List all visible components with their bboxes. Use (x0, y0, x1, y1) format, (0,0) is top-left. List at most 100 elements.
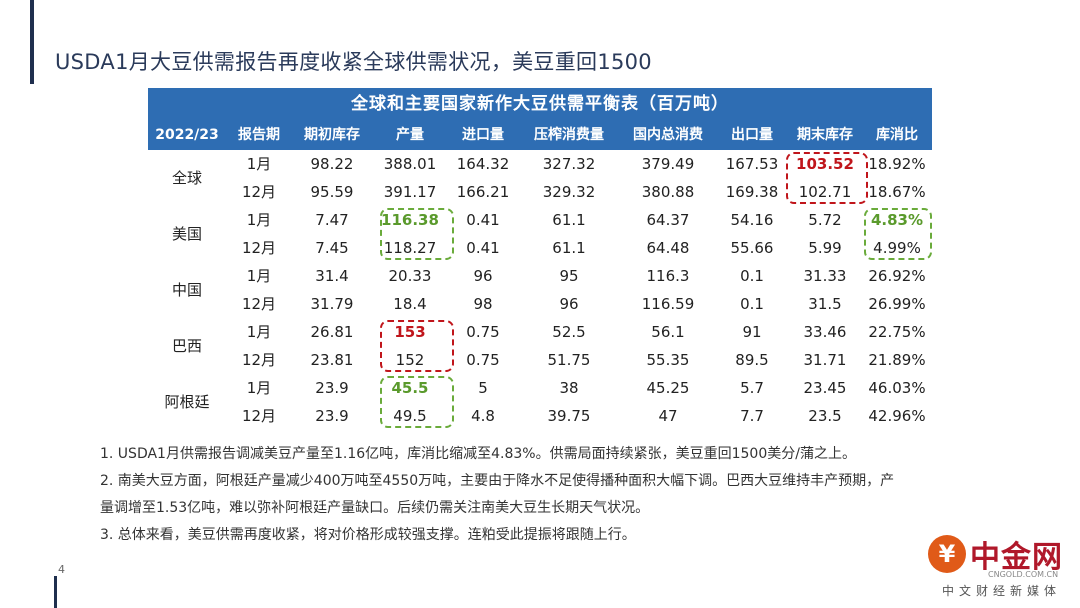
highlight-box-argentina-production (380, 376, 454, 428)
table-row: 12月 23.81 152 0.75 51.75 55.35 89.5 31.7… (148, 346, 932, 374)
cell-imports: 0.41 (466, 211, 500, 229)
accent-bar-bottom (54, 576, 57, 608)
col-header-stocks-to-use: 库消比 (876, 127, 918, 143)
cell-domestic-total: 45.25 (646, 379, 690, 397)
notes: 1. USDA1月供需报告调减美豆产量至1.16亿吨，库消比缩减至4.83%。供… (100, 441, 1000, 549)
cell-ending-stocks: 23.45 (803, 379, 847, 397)
cell-exports: 54.16 (730, 211, 774, 229)
logo-mark-icon: ¥ (928, 535, 966, 573)
country-label: 美国 (171, 225, 202, 243)
logo-name: 中金网 (970, 540, 1063, 575)
table-title: 全球和主要国家新作大豆供需平衡表（百万吨） (351, 94, 729, 114)
cell-stocks-to-use: 42.96% (868, 407, 926, 425)
table-row: 12月 23.9 49.5 4.8 39.75 47 7.7 23.5 42.9… (148, 402, 932, 430)
supply-demand-table: 全球和主要国家新作大豆供需平衡表（百万吨） 2022/23 报告期 期初库存 产… (148, 88, 932, 430)
note-2-cont: 量调增至1.53亿吨，难以弥补阿根廷产量缺口。后续仍需关注南美大豆生长期天气状况… (100, 500, 650, 516)
cell-period: 1月 (246, 155, 272, 173)
col-header-imports: 进口量 (462, 127, 504, 143)
col-header-ending-stocks: 期末库存 (797, 127, 853, 143)
cell-exports: 169.38 (725, 183, 779, 201)
cell-exports: 0.1 (740, 295, 764, 313)
cell-imports: 0.41 (466, 239, 500, 257)
table-row: 12月 95.59 391.17 166.21 329.32 380.88 16… (148, 178, 932, 206)
table-row: 1月 31.4 20.33 96 95 116.3 0.1 31.33 26.9… (148, 262, 932, 290)
logo-tagline: 中文财经新媒体 (942, 584, 1062, 598)
cell-beginning-stocks: 31.79 (310, 295, 354, 313)
cell-beginning-stocks: 7.47 (315, 211, 349, 229)
cell-ending-stocks: 23.5 (808, 407, 842, 425)
cell-stocks-to-use: 22.75% (868, 323, 926, 341)
col-header-crush: 压榨消费量 (534, 127, 604, 143)
cell-period: 1月 (246, 267, 272, 285)
highlight-box-global-ending-stocks (786, 152, 868, 204)
col-header-domestic-total: 国内总消费 (633, 127, 703, 143)
table-row: 1月 7.47 116.38 0.41 61.1 64.37 54.16 5.7… (148, 206, 932, 234)
cell-ending-stocks: 102.71 (798, 183, 852, 201)
cell-beginning-stocks: 23.81 (310, 351, 354, 369)
cell-imports: 4.8 (471, 407, 495, 425)
cell-ending-stocks: 31.33 (803, 267, 847, 285)
cell-imports: 96 (473, 267, 493, 285)
cell-period: 1月 (246, 211, 272, 229)
cell-stocks-to-use: 18.67% (868, 183, 926, 201)
cell-period: 1月 (246, 323, 272, 341)
cell-ending-stocks: 31.5 (808, 295, 842, 313)
cell-domestic-total: 64.48 (646, 239, 690, 257)
highlight-box-us-stocks-to-use (864, 208, 932, 260)
cell-exports: 7.7 (740, 407, 764, 425)
note-1: 1. USDA1月供需报告调减美豆产量至1.16亿吨，库消比缩减至4.83%。供… (100, 446, 856, 462)
table-row: 1月 23.9 45.5 5 38 45.25 5.7 23.45 46.03% (148, 374, 932, 402)
col-header-production: 产量 (396, 127, 424, 143)
cell-domestic-total: 116.59 (641, 295, 695, 313)
cell-beginning-stocks: 7.45 (315, 239, 349, 257)
note-3: 3. 总体来看，美豆供需再度收紧，将对价格形成较强支撑。连粕受此提振将跟随上行。 (100, 527, 636, 543)
cell-stocks-to-use: 26.92% (868, 267, 926, 285)
country-label: 全球 (171, 169, 202, 187)
highlight-box-us-production (380, 208, 454, 260)
cell-production: 152 (395, 351, 425, 369)
cell-ending-stocks: 31.71 (803, 351, 847, 369)
col-header-exports: 出口量 (731, 127, 773, 143)
table-row: 12月 31.79 18.4 98 96 116.59 0.1 31.5 26.… (148, 290, 932, 318)
cell-crush: 329.32 (542, 183, 596, 201)
slide-title: USDA1月大豆供需报告再度收紧全球供需状况，美豆重回1500 (55, 50, 652, 74)
cell-production: 391.17 (383, 183, 437, 201)
column-header-row: 2022/23 报告期 期初库存 产量 进口量 压榨消费量 国内总消费 出口量 … (148, 120, 932, 150)
cell-domestic-total: 64.37 (646, 211, 690, 229)
col-header-beginning-stocks: 期初库存 (304, 127, 360, 143)
cell-production: 20.33 (388, 267, 432, 285)
cell-period: 12月 (241, 351, 277, 369)
cell-domestic-total: 379.49 (641, 155, 695, 173)
cell-domestic-total: 56.1 (651, 323, 685, 341)
cell-beginning-stocks: 98.22 (310, 155, 354, 173)
cell-ending-stocks: 5.99 (808, 239, 842, 257)
cell-crush: 61.1 (552, 239, 586, 257)
cell-period: 12月 (241, 183, 277, 201)
cell-beginning-stocks: 23.9 (315, 407, 349, 425)
brand-logo: ¥ 中金网 CNGOLD.COM.CN 中文财经新媒体 (928, 532, 1073, 602)
cell-crush: 61.1 (552, 211, 586, 229)
cell-period: 12月 (241, 407, 277, 425)
cell-period: 12月 (241, 295, 277, 313)
table-header: 全球和主要国家新作大豆供需平衡表（百万吨） 2022/23 报告期 期初库存 产… (148, 88, 932, 150)
cell-production: 118.27 (383, 239, 437, 257)
cell-production: 18.4 (393, 295, 427, 313)
logo-url: CNGOLD.COM.CN (988, 570, 1059, 579)
table-row: 1月 98.22 388.01 164.32 327.32 379.49 167… (148, 150, 932, 178)
cell-crush: 39.75 (547, 407, 591, 425)
cell-ending-stocks: 33.46 (803, 323, 847, 341)
cell-beginning-stocks: 23.9 (315, 379, 349, 397)
cell-period: 1月 (246, 379, 272, 397)
note-2: 2. 南美大豆方面，阿根廷产量减少400万吨至4550万吨，主要由于降水不足使得… (100, 473, 895, 489)
cell-domestic-total: 380.88 (641, 183, 695, 201)
cell-crush: 38 (559, 379, 579, 397)
cell-imports: 166.21 (456, 183, 510, 201)
cell-crush: 96 (559, 295, 579, 313)
cell-stocks-to-use: 21.89% (868, 351, 926, 369)
table-row: 1月 26.81 153 0.75 52.5 56.1 91 33.46 22.… (148, 318, 932, 346)
cell-beginning-stocks: 31.4 (315, 267, 349, 285)
country-label: 中国 (171, 281, 202, 299)
cell-crush: 95 (559, 267, 579, 285)
cell-production: 116.38 (381, 211, 439, 229)
cell-exports: 91 (742, 323, 762, 341)
